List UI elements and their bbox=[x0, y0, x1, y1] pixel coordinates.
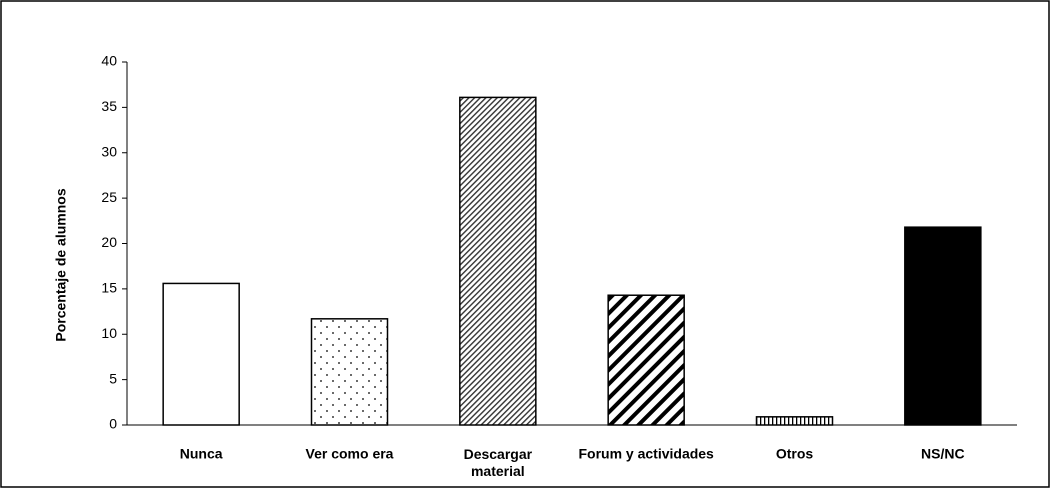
y-tick-label: 35 bbox=[101, 98, 117, 114]
x-tick-label: Nunca bbox=[180, 446, 223, 462]
bar bbox=[904, 226, 982, 426]
x-tick-label: Ver como era bbox=[306, 446, 394, 462]
x-tick-label: Otros bbox=[776, 446, 814, 462]
x-tick-label: NS/NC bbox=[921, 446, 965, 462]
y-tick-label: 0 bbox=[109, 416, 117, 432]
y-tick-label: 15 bbox=[101, 280, 117, 296]
y-tick-label: 40 bbox=[101, 53, 117, 69]
y-tick-label: 10 bbox=[101, 325, 117, 341]
bar bbox=[607, 294, 685, 426]
y-tick-label: 25 bbox=[101, 189, 117, 205]
y-tick-label: 30 bbox=[101, 143, 117, 159]
bar bbox=[459, 96, 537, 426]
y-tick-label: 20 bbox=[101, 234, 117, 250]
bar bbox=[755, 416, 834, 426]
y-axis-label: Porcentaje de alumnos bbox=[53, 188, 69, 341]
x-tick-label: Forum y actividades bbox=[578, 446, 714, 462]
bar bbox=[310, 318, 389, 426]
bar bbox=[162, 282, 240, 426]
y-tick-label: 5 bbox=[109, 370, 117, 386]
x-tick-label: Descargar material bbox=[464, 446, 533, 479]
